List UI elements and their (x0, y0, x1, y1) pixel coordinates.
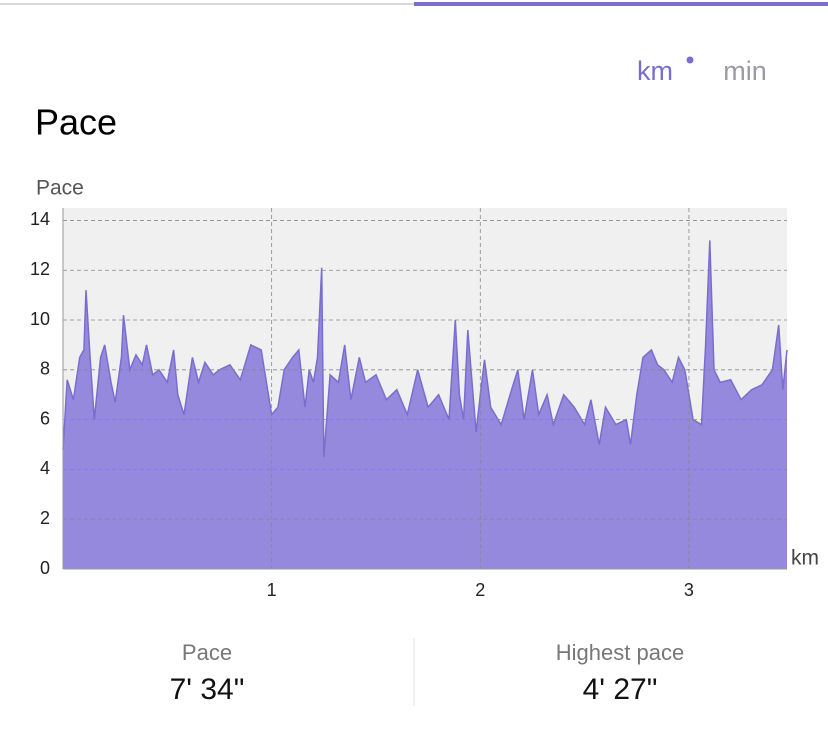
unit-min[interactable]: min (723, 56, 767, 86)
y-tick-label: 12 (30, 259, 50, 279)
y-tick-label: 2 (40, 508, 50, 528)
x-tick-label: 3 (684, 580, 694, 600)
y-tick-label: 14 (30, 209, 50, 229)
tab-indicator (414, 2, 828, 6)
stat-value: 4' 27" (583, 673, 658, 706)
stat-value: 7' 34" (170, 673, 245, 706)
tab-track (0, 3, 414, 5)
y-tick-label: 4 (40, 458, 50, 478)
x-tick-label: 2 (475, 580, 485, 600)
stat-label: Highest pace (556, 640, 684, 665)
unit-dot (686, 56, 694, 64)
section-title: Pace (35, 102, 117, 143)
stat-label: Pace (182, 640, 232, 665)
y-axis-label: Pace (36, 177, 84, 200)
x-tick-label: 1 (267, 580, 277, 600)
pace-line (62, 240, 788, 458)
unit-km[interactable]: km (637, 56, 673, 86)
y-tick-label: 0 (40, 558, 50, 578)
x-axis-label: km (791, 547, 819, 570)
pace-area (63, 240, 787, 569)
y-tick-label: 10 (30, 309, 50, 329)
y-tick-label: 8 (40, 359, 50, 379)
y-tick-label: 6 (40, 408, 50, 428)
